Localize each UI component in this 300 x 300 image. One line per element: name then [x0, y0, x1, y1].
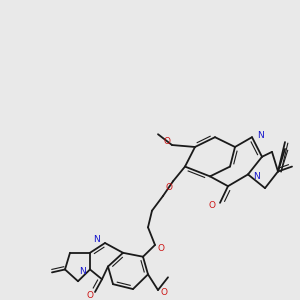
- Text: N: N: [94, 235, 100, 244]
- Text: O: O: [86, 291, 94, 300]
- Text: N: N: [79, 267, 86, 276]
- Text: O: O: [160, 287, 167, 296]
- Text: N: N: [256, 131, 263, 140]
- Text: O: O: [158, 244, 164, 253]
- Text: O: O: [208, 201, 215, 210]
- Text: N: N: [253, 172, 260, 181]
- Text: O: O: [166, 183, 172, 192]
- Text: O: O: [164, 136, 170, 146]
